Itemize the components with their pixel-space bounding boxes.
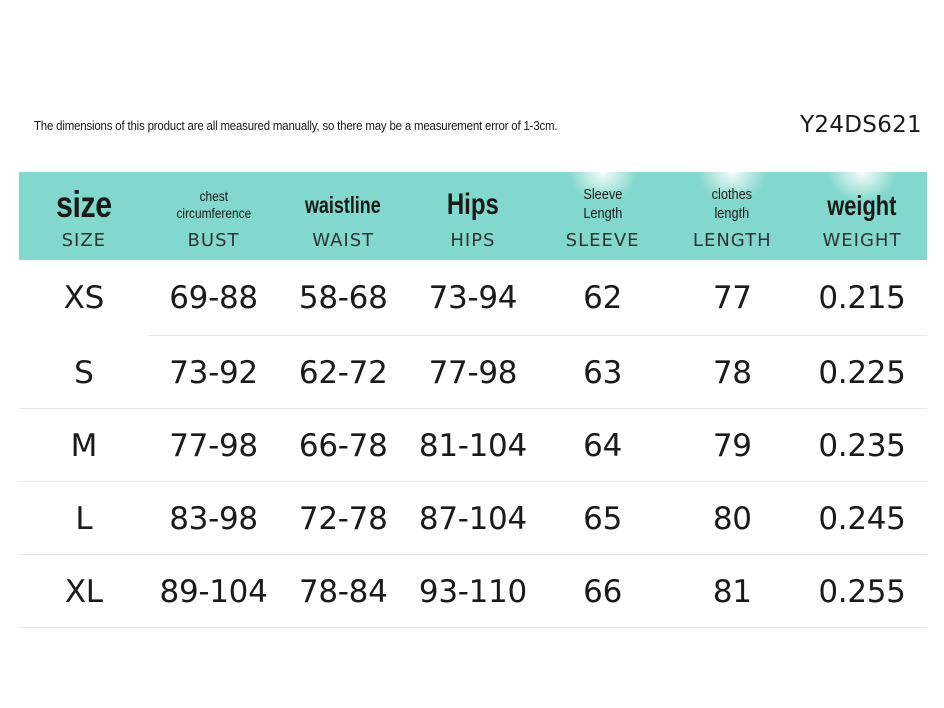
header-name: chest circumference: [176, 187, 251, 222]
cell-weight: 0.235: [818, 427, 906, 464]
cell-length: 81: [712, 573, 752, 610]
cell-waist: 72-78: [298, 500, 388, 537]
table-row: S 73-92 62-72 77-98 63 78 0.225: [19, 336, 927, 409]
cell-sleeve: 65: [583, 500, 623, 537]
header-label: WEIGHT: [822, 230, 902, 251]
header-label: HIPS: [450, 230, 496, 251]
cell-hips: 81-104: [418, 427, 527, 464]
cell-weight: 0.215: [818, 280, 906, 316]
cell-bust: 89-104: [159, 573, 268, 610]
cell-sleeve: 64: [583, 427, 623, 464]
cell-size: L: [75, 500, 93, 537]
header-waist: waistline WAIST: [278, 172, 408, 260]
cell-length: 77: [712, 280, 752, 316]
cell-size: XS: [63, 280, 105, 316]
cell-sleeve: 66: [583, 573, 623, 610]
table-row: L 83-98 72-78 87-104 65 80 0.245: [19, 482, 927, 555]
cell-bust: 83-98: [169, 500, 258, 537]
header-sleeve: Sleeve Length SLEEVE: [538, 172, 668, 260]
cell-sleeve: 63: [583, 354, 623, 391]
cell-waist: 62-72: [298, 354, 388, 391]
table-header: size SIZE chest circumference BUST waist…: [19, 172, 927, 260]
cell-waist: 78-84: [298, 573, 388, 610]
header-name: Sleeve Length: [583, 186, 623, 222]
cell-length: 78: [712, 354, 752, 391]
header-length: clothes length LENGTH: [667, 172, 797, 260]
header-label: WAIST: [312, 230, 375, 251]
header-name: clothes length: [712, 186, 753, 222]
cell-weight: 0.255: [818, 573, 906, 610]
header-hips: Hips HIPS: [408, 172, 538, 260]
size-chart-table: size SIZE chest circumference BUST waist…: [19, 172, 927, 628]
header-label: SLEEVE: [565, 230, 640, 251]
header-name: waistline: [305, 191, 382, 218]
cell-bust: 69-88: [169, 280, 258, 316]
header-name: Hips: [446, 188, 499, 222]
table-row: M 77-98 66-78 81-104 64 79 0.235: [19, 409, 927, 482]
cell-waist: 58-68: [298, 280, 388, 316]
cell-hips: 73-94: [428, 280, 518, 316]
header-bust: chest circumference BUST: [149, 172, 279, 260]
header-name: size: [55, 183, 112, 225]
header-label: SIZE: [61, 230, 107, 251]
table-row: XS 69-88 58-68 73-94 62 77 0.215: [19, 260, 927, 336]
product-code: Y24DS621: [800, 112, 922, 138]
cell-size: M: [70, 427, 98, 464]
cell-bust: 77-98: [169, 427, 258, 464]
header-name: weight: [827, 189, 897, 221]
cell-weight: 0.245: [818, 500, 906, 537]
header-weight: weight WEIGHT: [797, 172, 927, 260]
cell-size: S: [74, 354, 94, 391]
cell-size: XL: [64, 573, 103, 610]
cell-sleeve: 62: [583, 280, 623, 316]
cell-length: 79: [712, 427, 752, 464]
table-row: XL 89-104 78-84 93-110 66 81 0.255: [19, 555, 927, 628]
cell-weight: 0.225: [818, 354, 906, 391]
header-label: BUST: [187, 230, 240, 251]
header-size: size SIZE: [19, 172, 149, 260]
measurement-note: The dimensions of this product are all m…: [34, 118, 558, 133]
cell-bust: 73-92: [169, 354, 258, 391]
header-label: LENGTH: [692, 230, 772, 251]
cell-hips: 93-110: [418, 573, 527, 610]
cell-length: 80: [712, 500, 752, 537]
cell-waist: 66-78: [298, 427, 388, 464]
cell-hips: 87-104: [418, 500, 527, 537]
cell-hips: 77-98: [428, 354, 518, 391]
